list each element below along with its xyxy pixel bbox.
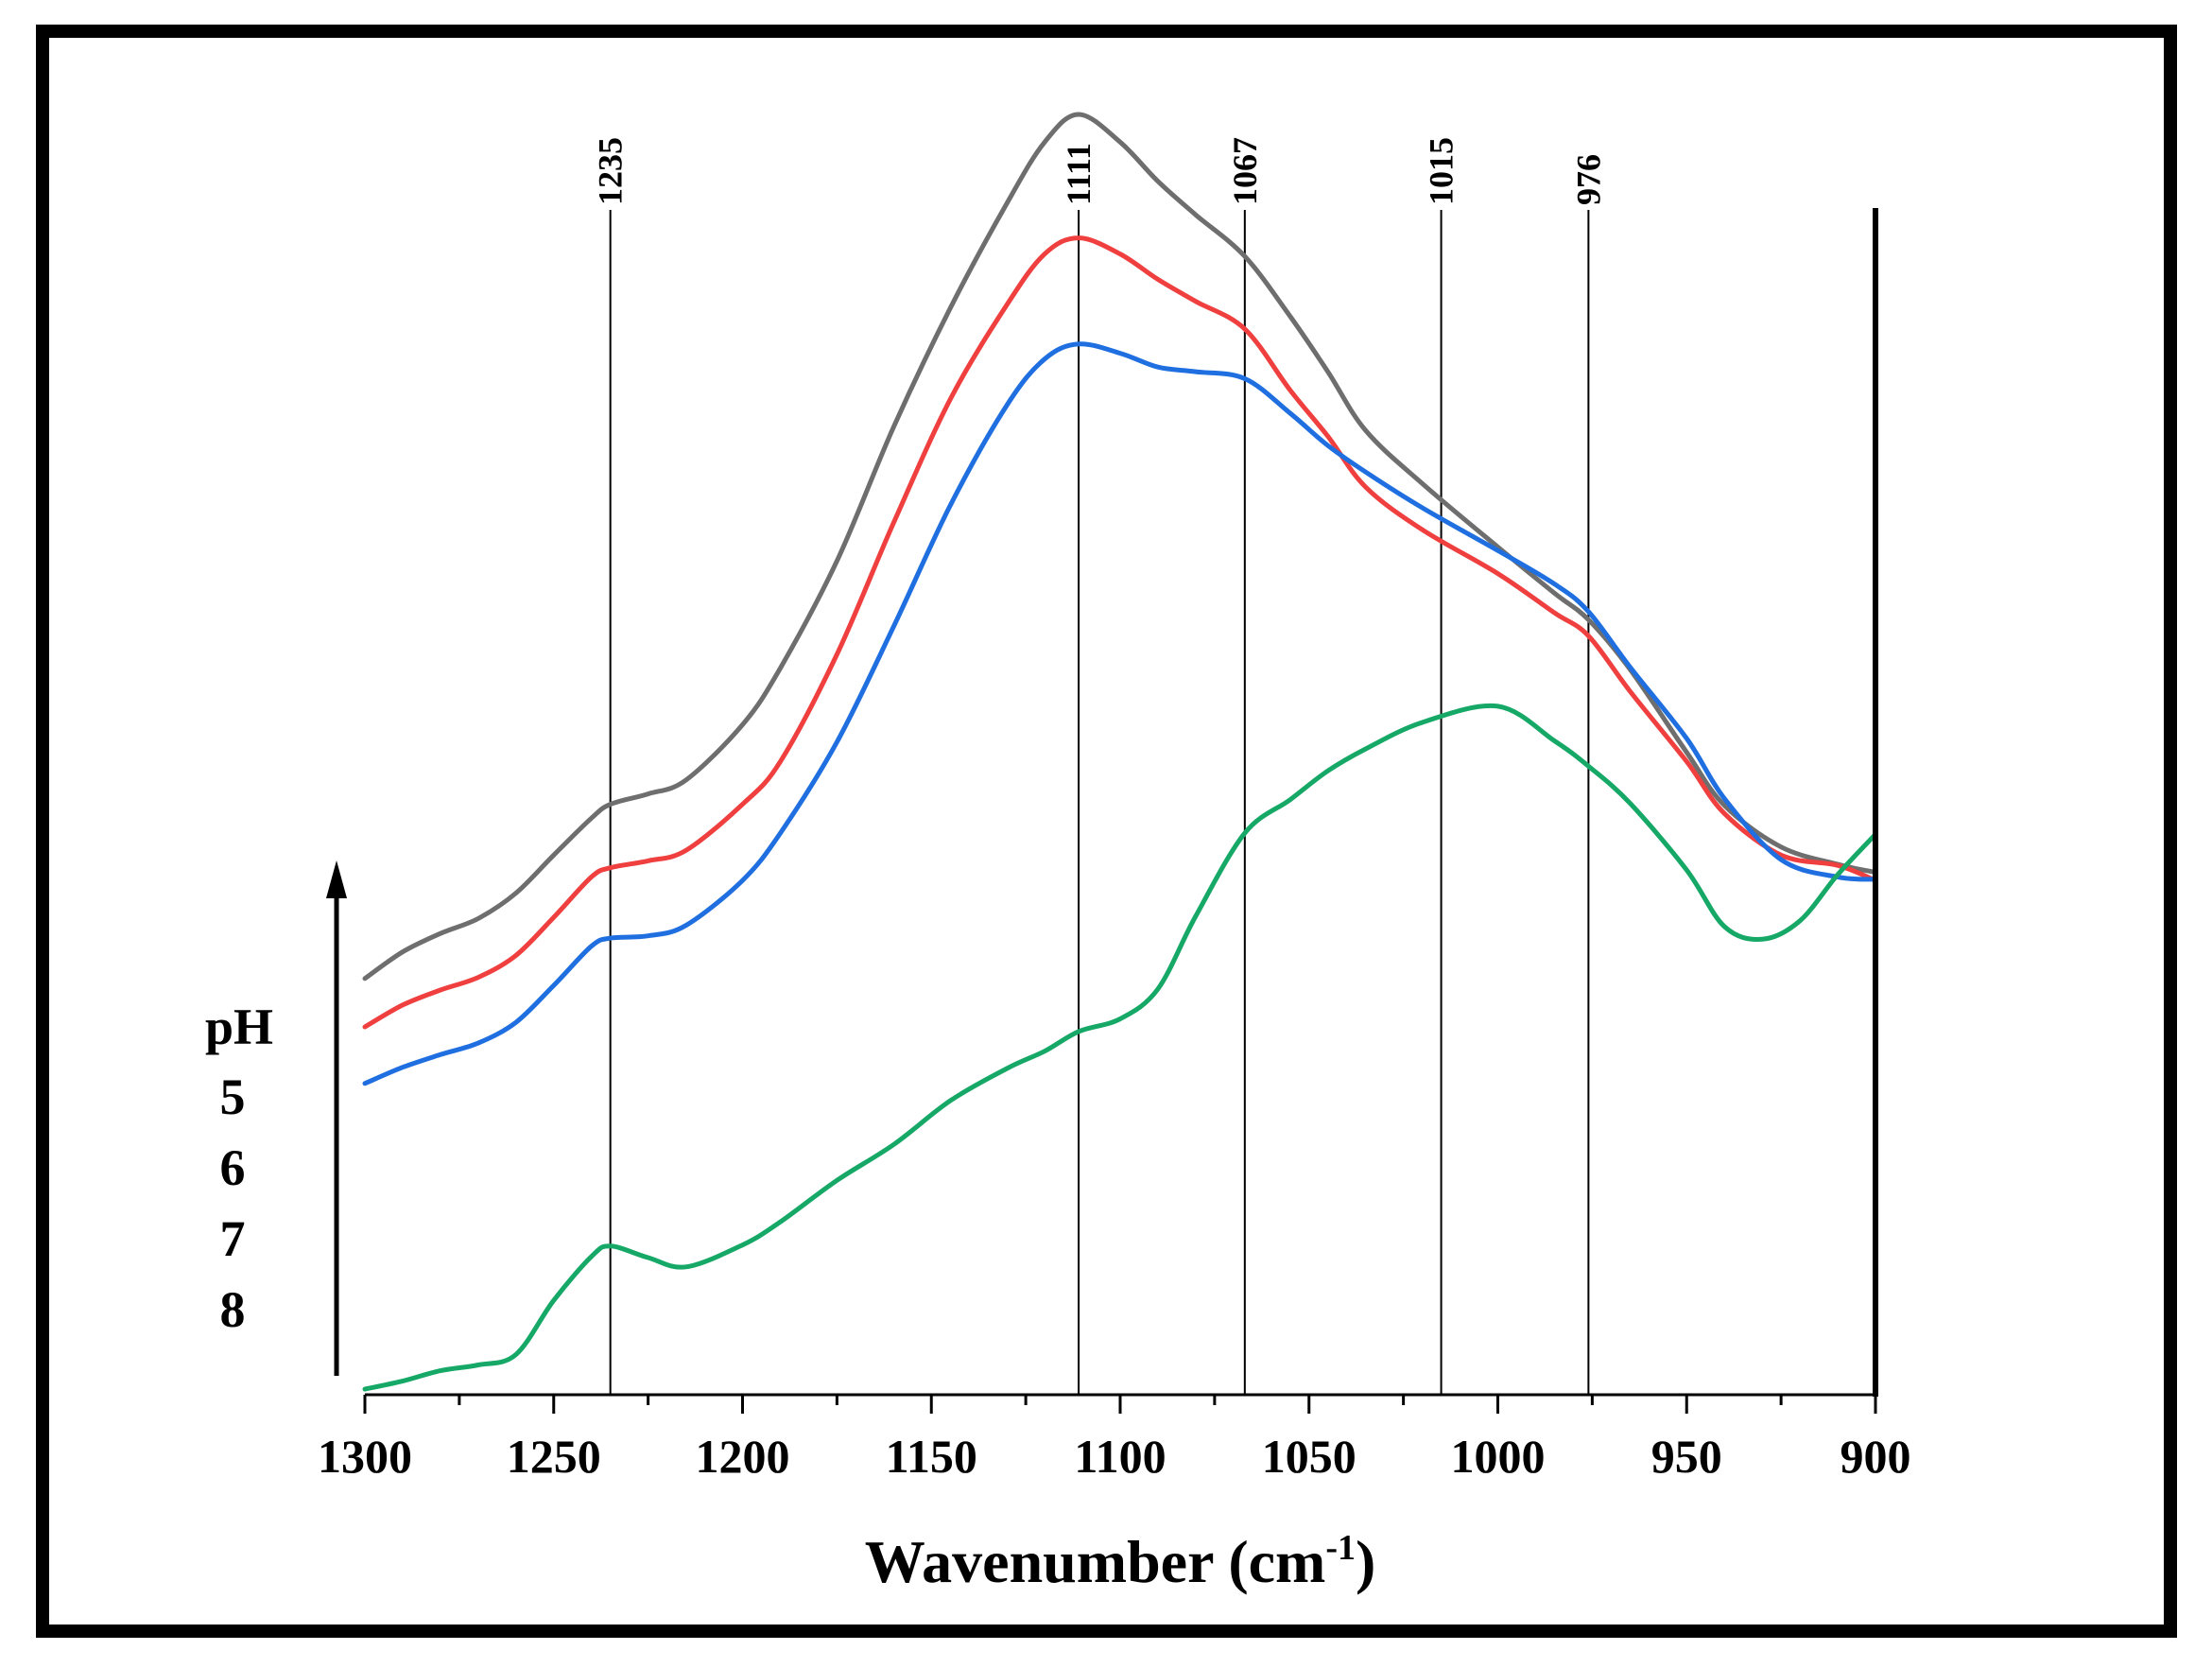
peak-lines: 1235 1111 1067 1015 976 [592, 137, 1607, 1395]
x-ticks: 1300 1250 1200 1150 1100 1050 1000 950 900 [318, 1395, 1911, 1483]
x-tick-label-1000: 1000 [1451, 1430, 1546, 1483]
x-tick-label-1200: 1200 [696, 1430, 790, 1483]
x-tick-label-1150: 1150 [886, 1430, 977, 1483]
x-axis-title: Wavenumber (cm-1) [865, 1528, 1376, 1595]
x-tick-label-1250: 1250 [507, 1430, 601, 1483]
x-tick-label-1050: 1050 [1262, 1430, 1357, 1483]
x-axis-title-close: ) [1356, 1528, 1375, 1595]
series-line-ph-8 [362, 112, 1878, 982]
series-layer [362, 112, 1878, 1392]
peak-label-1235: 1235 [592, 137, 630, 205]
peak-label-1015: 1015 [1423, 137, 1460, 205]
series-line-ph-7 [362, 235, 1878, 1030]
x-tick-label-1100: 1100 [1074, 1430, 1166, 1483]
peak-label-1111: 1111 [1060, 143, 1097, 205]
legend-entry-8: 8 [220, 1281, 246, 1338]
peak-label-976: 976 [1569, 154, 1607, 205]
legend-arrow [326, 860, 347, 1376]
legend-entry-7: 7 [220, 1210, 246, 1267]
peak-label-1067: 1067 [1226, 137, 1264, 205]
legend-title: pH [205, 999, 273, 1055]
series-line-ph-6 [362, 341, 1878, 1086]
legend-entry-5: 5 [220, 1069, 246, 1125]
legend-entry-6: 6 [220, 1139, 246, 1196]
x-tick-label-900: 900 [1840, 1430, 1911, 1483]
x-tick-label-1300: 1300 [318, 1430, 412, 1483]
x-axis-title-superscript: -1 [1325, 1528, 1356, 1568]
outer-frame [36, 25, 2177, 1638]
series-line-ph-5 [362, 703, 1878, 1392]
x-tick-label-950: 950 [1651, 1430, 1722, 1483]
x-axis-title-main: Wavenumber (cm [865, 1528, 1326, 1595]
